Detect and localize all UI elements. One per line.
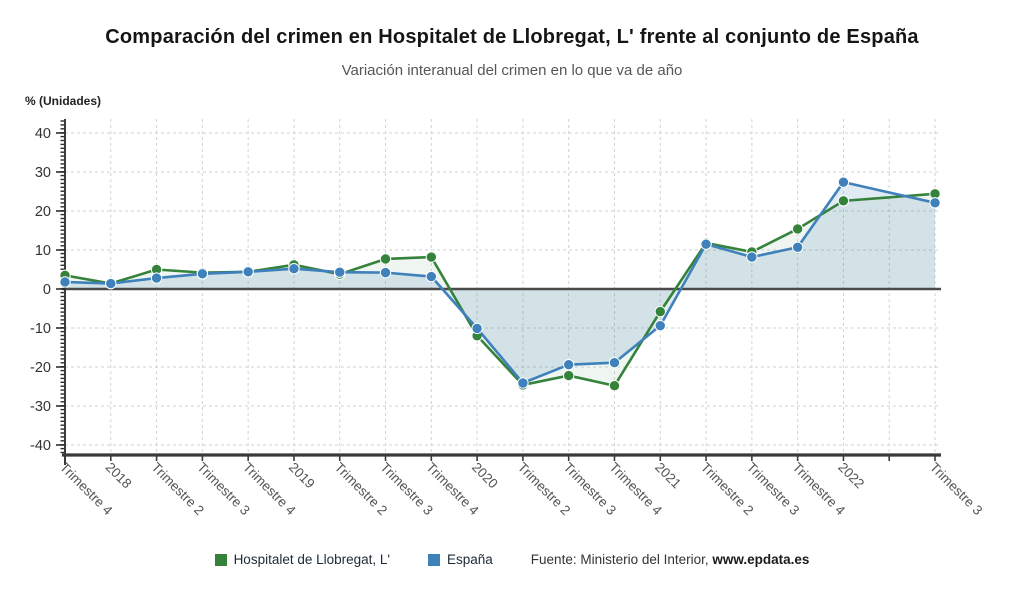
chart-title: Comparación del crimen en Hospitalet de … <box>105 26 919 48</box>
chart-subtitle: Variación interanual del crimen en lo qu… <box>341 62 683 79</box>
data-point[interactable] <box>837 195 850 207</box>
chart-legend: Hospitalet de Llobregat, L' España Fuent… <box>0 552 1024 567</box>
data-point[interactable] <box>379 266 392 279</box>
data-point[interactable] <box>334 266 346 278</box>
data-point[interactable] <box>425 251 438 263</box>
y-tick-label: -20 <box>30 360 51 376</box>
data-point[interactable] <box>608 357 621 369</box>
x-tick-label: Trimestre 3 <box>927 460 986 519</box>
data-point[interactable] <box>150 272 163 284</box>
data-point[interactable] <box>562 358 575 371</box>
data-point[interactable] <box>105 277 117 290</box>
source-text: Fuente: Ministerio del Interior, www.epd… <box>531 552 810 567</box>
legend-item-espana[interactable]: España <box>428 552 493 567</box>
data-point[interactable] <box>791 241 804 253</box>
x-tick-label: 2018 <box>103 460 135 492</box>
legend-label-espana: España <box>447 552 493 567</box>
y-tick-label: 20 <box>35 204 51 220</box>
data-point[interactable] <box>288 263 300 275</box>
data-point[interactable] <box>608 380 621 392</box>
y-tick-label: 40 <box>35 126 51 142</box>
legend-item-hospitalet[interactable]: Hospitalet de Llobregat, L' <box>214 552 390 567</box>
data-point[interactable] <box>425 270 438 283</box>
data-point[interactable] <box>471 322 483 335</box>
data-point[interactable] <box>654 305 666 318</box>
data-point[interactable] <box>59 276 71 288</box>
data-point[interactable] <box>791 223 804 235</box>
y-tick-label: -10 <box>30 321 51 337</box>
x-tick-label: 2020 <box>469 460 501 492</box>
data-point[interactable] <box>746 251 758 263</box>
data-point[interactable] <box>196 268 209 280</box>
data-point[interactable] <box>929 197 941 209</box>
x-tick-label: 2022 <box>835 460 867 492</box>
data-point[interactable] <box>837 176 850 188</box>
y-tick-label: 10 <box>35 243 51 259</box>
legend-swatch-green-icon <box>214 553 227 566</box>
source-link[interactable]: www.epdata.es <box>712 552 810 567</box>
data-point[interactable] <box>562 369 575 382</box>
y-tick-label: 30 <box>35 165 51 181</box>
y-axis-unit-label: % (Unidades) <box>25 94 102 108</box>
source-prefix: Fuente: Ministerio del Interior, <box>530 552 713 567</box>
y-tick-label: -40 <box>30 438 51 454</box>
legend-swatch-blue-icon <box>428 553 440 566</box>
data-point[interactable] <box>700 238 712 250</box>
data-point[interactable] <box>379 253 392 265</box>
data-point[interactable] <box>242 266 254 278</box>
y-tick-label: 0 <box>43 282 51 298</box>
legend-label-hospitalet: Hospitalet de Llobregat, L' <box>233 552 390 567</box>
y-tick-label: -30 <box>30 399 51 415</box>
data-point[interactable] <box>517 377 529 389</box>
x-tick-label: 2021 <box>652 460 684 492</box>
x-tick-label: 2019 <box>286 460 318 492</box>
area-fill-1 <box>65 182 936 383</box>
data-point[interactable] <box>654 319 666 332</box>
